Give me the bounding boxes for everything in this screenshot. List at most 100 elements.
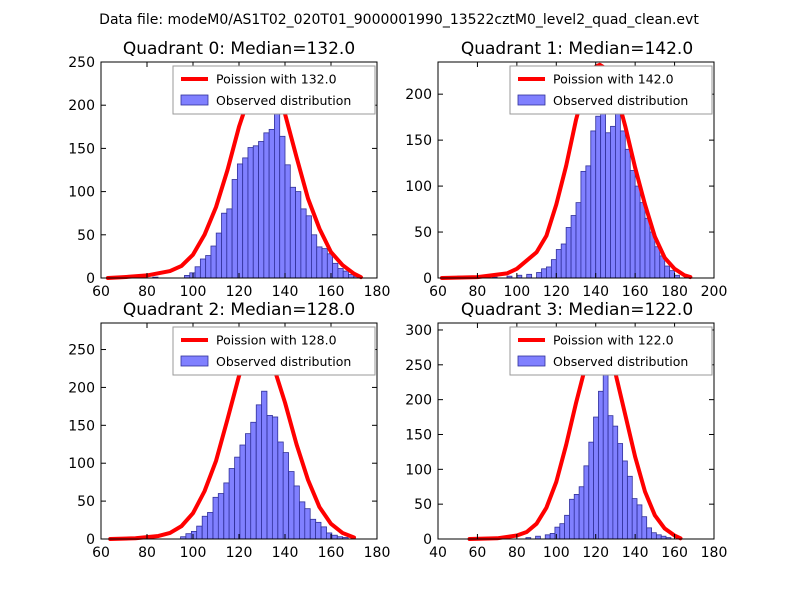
quadrant-3-bar [612, 425, 619, 540]
quadrant-2-ytick-label: 100 [68, 456, 95, 472]
quadrant-3-axes-frame [437, 322, 715, 540]
quadrant-0-legend-bar-label: Observed distribution [216, 93, 351, 108]
quadrant-3-legend-curve-label: Poission with 122.0 [553, 333, 674, 348]
quadrant-3-bar [578, 486, 585, 540]
quadrant-1-bar [585, 165, 592, 279]
quadrant-0-ytick-label: 200 [68, 98, 95, 114]
quadrant-0-bar [247, 147, 254, 279]
quadrant-0-xtick-label: 140 [272, 284, 299, 300]
quadrant-2-xtick-label: 180 [364, 545, 391, 561]
quadrant-3-title: Quadrant 3: Median=122.0 [461, 300, 693, 320]
quadrant-2-bar [201, 515, 208, 540]
quadrant-0-xtick-label: 180 [364, 284, 391, 300]
quadrant-2-bar [282, 452, 289, 540]
quadrant-1-bar [526, 273, 533, 279]
quadrant-1-xtick-label: 80 [469, 284, 487, 300]
quadrant-2-bar [196, 525, 203, 540]
quadrant-0-bar [295, 191, 302, 279]
quadrant-2-bar [331, 534, 338, 540]
quadrant-2-bar [299, 501, 306, 540]
quadrant-1-bar [560, 243, 567, 279]
quadrant-0-bar [242, 157, 249, 279]
quadrant-1-xtick-label: 180 [661, 284, 688, 300]
quadrant-1-bar [590, 130, 597, 279]
quadrant-1-bar [664, 265, 671, 279]
quadrant-1-axes-frame [437, 61, 715, 279]
quadrant-2-bar [250, 421, 257, 540]
quadrant-0-bar [289, 186, 296, 279]
quadrant-3-xtick-label: 120 [582, 545, 609, 561]
quadrant-0-bar [231, 179, 238, 279]
quadrant-0-legend-curve-label: Poission with 132.0 [216, 72, 337, 87]
quadrant-3-bar [564, 514, 570, 540]
quadrant-2-bar [266, 415, 273, 540]
quadrant-2-ytick-label: 0 [86, 532, 95, 548]
quadrant-2-bar [255, 404, 263, 540]
quadrant-1-bar [624, 148, 631, 279]
quadrant-2-ytick-label: 50 [77, 494, 95, 510]
quadrant-0-legend-box [172, 65, 376, 115]
quadrant-0-bar [263, 132, 270, 279]
quadrant-2-bar [309, 518, 317, 540]
quadrant-0-panel: Quadrant 0: Median=132.0 60 80 100 120 140 16… [68, 39, 390, 300]
quadrant-3-bar [631, 498, 638, 540]
quadrant-3-bar [656, 534, 662, 540]
quadrant-2-bar [293, 485, 300, 540]
quadrant-1-ytick-label: 150 [405, 133, 432, 149]
quadrant-3-legend-box [509, 326, 713, 376]
quadrant-0-bar [274, 103, 281, 279]
quadrant-0-bar [221, 212, 228, 279]
quadrant-3-bar [641, 516, 648, 540]
quadrant-0-bar [337, 268, 344, 279]
quadrant-0-bar [300, 208, 307, 279]
quadrant-0-legend-bar-swatch [180, 94, 209, 106]
quadrant-1-title: Quadrant 1: Median=142.0 [461, 39, 693, 59]
quadrant-3-bar [607, 415, 614, 540]
quadrant-2-bar [261, 390, 268, 540]
quadrant-1-bar [634, 185, 641, 279]
quadrant-2-bar [223, 482, 230, 540]
quadrant-2-bar [245, 433, 252, 540]
quadrant-0-bar [189, 272, 196, 279]
quadrant-2-ytick-label: 250 [68, 343, 95, 359]
quadrant-0-bar [321, 248, 328, 279]
quadrant-2-legend-box [172, 326, 376, 376]
quadrant-2-bar [277, 441, 284, 540]
quadrant-1-bar [654, 246, 661, 279]
quadrant-2-bar [239, 444, 246, 540]
quadrant-1-bar [550, 259, 557, 279]
quadrant-0-bar [210, 245, 217, 279]
quadrant-1-bar [669, 270, 675, 279]
quadrant-1-ytick-label: 200 [405, 87, 432, 103]
quadrant-2-bar [185, 533, 192, 540]
quadrant-3-bar [569, 498, 575, 540]
quadrant-3-bar [544, 534, 551, 540]
quadrant-2-bar [315, 521, 322, 540]
quadrant-0-bar [284, 164, 291, 279]
quadrant-1-bar [619, 130, 626, 279]
quadrant-0-bar [279, 135, 286, 279]
quadrant-2-xtick-label: 120 [226, 545, 253, 561]
quadrant-3-bar [617, 443, 624, 540]
quadrant-0-bar [258, 141, 265, 279]
quadrant-2-bar [228, 468, 235, 540]
quadrant-3-bar [651, 532, 657, 540]
quadrant-1-bar [555, 249, 562, 279]
quadrant-1-ytick-label: 0 [423, 271, 432, 287]
quadrant-1-bar [595, 115, 602, 279]
quadrant-0-xtick-label: 120 [226, 284, 253, 300]
quadrant-3-bar [559, 523, 566, 540]
quadrant-0-bar [236, 163, 244, 279]
quadrant-2-bar [190, 531, 198, 540]
quadrant-0-ytick-label: 100 [68, 185, 95, 201]
quadrant-0-bar [326, 253, 334, 279]
quadrant-2-xtick-label: 140 [272, 545, 299, 561]
quadrant-0-bar [311, 234, 318, 279]
quadrant-3-ytick-label: 250 [405, 358, 432, 374]
quadrant-3-xtick-label: 160 [661, 545, 688, 561]
quadrant-1-bar [541, 268, 547, 279]
quadrant-3-xtick-label: 140 [622, 545, 649, 561]
quadrant-1-bar [575, 202, 582, 279]
quadrant-3-legend-bar-label: Observed distribution [553, 354, 688, 369]
quadrant-3-ytick-label: 300 [405, 323, 432, 339]
